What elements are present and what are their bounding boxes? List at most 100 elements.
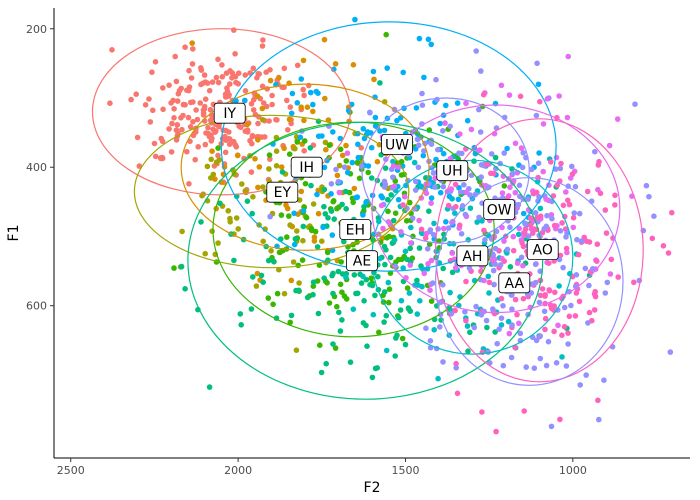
data-point-aa xyxy=(522,221,529,227)
data-point-iy xyxy=(215,56,221,63)
data-point-ao xyxy=(517,93,524,100)
data-point-aa xyxy=(497,262,504,268)
data-point-ih xyxy=(339,152,346,159)
data-point-ao xyxy=(484,161,491,168)
ellipse-ae xyxy=(187,121,544,400)
data-point-uh xyxy=(535,160,542,166)
data-point-ow xyxy=(468,126,475,133)
data-point-uh xyxy=(519,164,526,171)
data-point-ih xyxy=(267,77,274,84)
data-point-ae xyxy=(368,175,375,181)
data-point-ao xyxy=(591,307,598,313)
data-point-eh xyxy=(398,158,405,165)
data-point-uh xyxy=(632,101,638,107)
data-point-aa xyxy=(509,322,515,328)
data-point-uw xyxy=(329,232,336,238)
data-point-uh xyxy=(409,215,416,221)
data-point-eh xyxy=(338,259,345,265)
data-point-uh xyxy=(328,181,335,187)
data-point-ao xyxy=(583,238,590,244)
data-point-uh xyxy=(534,60,540,67)
data-point-ey xyxy=(336,162,343,169)
data-point-ow xyxy=(565,53,571,60)
data-point-aa xyxy=(492,261,498,267)
data-point-aa xyxy=(490,306,496,312)
data-point-ih xyxy=(255,184,261,191)
data-point-ah xyxy=(419,283,425,290)
data-point-ao xyxy=(548,159,554,165)
data-point-eh xyxy=(286,213,292,219)
data-point-aa xyxy=(588,198,595,204)
data-point-ow xyxy=(423,230,430,237)
data-point-iy xyxy=(301,92,307,99)
data-point-ow xyxy=(428,257,435,264)
data-point-eh xyxy=(354,159,361,166)
data-point-ae xyxy=(330,290,336,297)
data-point-ao xyxy=(521,408,527,414)
data-point-ao xyxy=(542,293,548,299)
data-point-aa xyxy=(473,303,479,310)
data-point-ao xyxy=(452,181,459,188)
data-point-ao xyxy=(481,227,487,234)
data-point-iy xyxy=(151,140,158,147)
data-point-ey xyxy=(296,280,302,286)
data-point-ae xyxy=(414,277,420,284)
data-point-ey xyxy=(242,188,249,194)
data-point-ow xyxy=(516,320,522,327)
data-point-uw xyxy=(504,145,510,152)
data-point-ah xyxy=(464,323,471,329)
data-point-uw xyxy=(337,135,344,142)
data-point-uw xyxy=(443,102,449,109)
data-point-ah xyxy=(406,290,413,296)
data-point-uw xyxy=(324,157,330,164)
data-point-eh xyxy=(343,158,350,164)
data-point-ao xyxy=(558,160,564,167)
data-point-uh xyxy=(382,181,389,188)
data-point-uh xyxy=(333,166,339,173)
data-point-ey xyxy=(260,117,266,123)
data-point-ao xyxy=(566,201,573,208)
data-point-ae xyxy=(231,257,237,264)
data-point-uh xyxy=(341,164,348,170)
data-point-iy xyxy=(142,102,149,108)
data-point-ao xyxy=(542,326,548,333)
data-point-eh xyxy=(403,218,410,224)
data-point-ae xyxy=(321,186,328,193)
data-point-eh xyxy=(284,234,290,240)
data-point-iy xyxy=(109,47,115,53)
data-point-iy xyxy=(202,141,209,148)
data-point-ae xyxy=(351,272,358,278)
data-point-ae xyxy=(363,276,370,283)
data-point-uw xyxy=(416,35,423,42)
data-point-aa xyxy=(563,363,570,369)
data-point-aa xyxy=(543,223,550,230)
data-point-iy xyxy=(160,85,166,91)
data-point-ow xyxy=(391,183,398,190)
data-point-uw xyxy=(384,65,391,71)
data-point-ih xyxy=(304,104,311,110)
data-point-eh xyxy=(171,265,177,271)
data-point-ae xyxy=(381,243,388,250)
data-point-iy xyxy=(152,153,159,160)
data-point-ao xyxy=(573,290,580,296)
data-point-uw xyxy=(446,193,453,200)
data-point-eh xyxy=(334,303,340,310)
data-point-ah xyxy=(537,205,544,212)
data-point-iy xyxy=(200,107,207,113)
data-point-ae xyxy=(329,272,335,279)
data-point-uh xyxy=(461,182,467,188)
data-point-aa xyxy=(462,309,468,315)
data-point-ow xyxy=(428,200,434,206)
data-point-ah xyxy=(417,298,423,304)
data-point-ih xyxy=(284,205,291,212)
data-point-ao xyxy=(542,315,549,322)
data-point-ey xyxy=(231,171,238,177)
data-point-ae xyxy=(325,215,331,221)
data-point-uh xyxy=(433,76,439,83)
data-point-ow xyxy=(423,190,430,197)
data-point-ey xyxy=(213,159,220,165)
data-point-ao xyxy=(603,230,610,236)
data-point-eh xyxy=(301,138,308,144)
data-point-ao xyxy=(551,222,558,229)
data-point-ao xyxy=(594,241,601,247)
